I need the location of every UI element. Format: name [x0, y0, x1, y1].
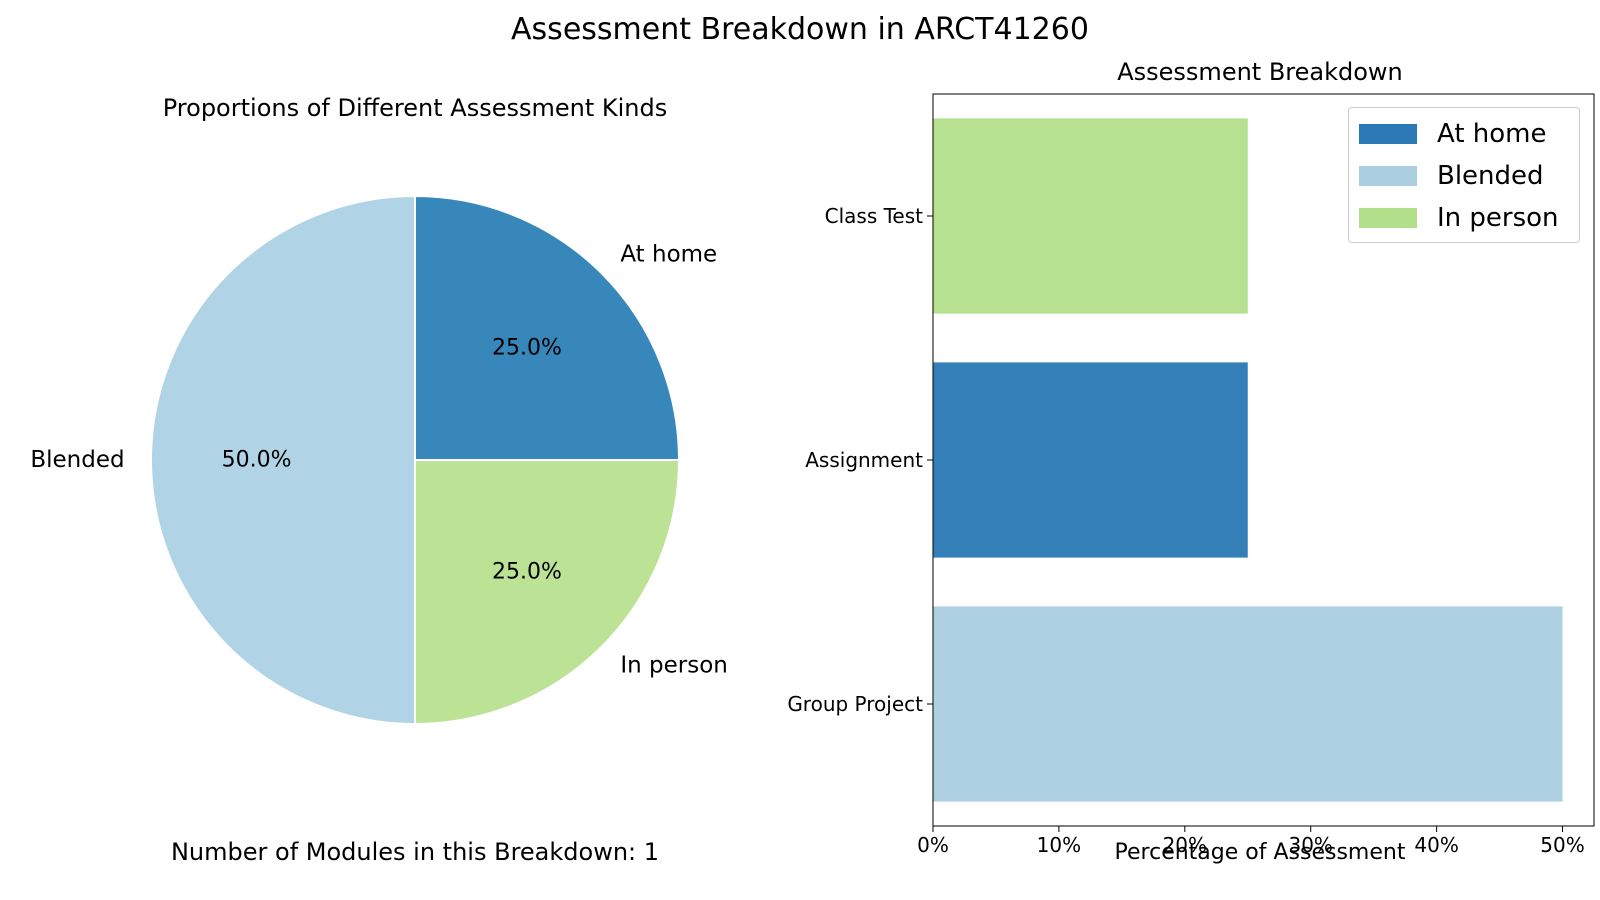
- pie-slice-in-person: [414, 459, 680, 725]
- x-tick-label: 20%: [1163, 833, 1207, 857]
- legend-label: In person: [1437, 203, 1559, 233]
- pie-percent-label: 25.0%: [492, 560, 562, 585]
- x-tick-label: 10%: [1037, 833, 1081, 857]
- pie-slice-label: Blended: [30, 447, 124, 473]
- module-count-note: Number of Modules in this Breakdown: 1: [170, 838, 660, 866]
- legend-swatch: [1359, 166, 1417, 186]
- pie-chart-title: Proportions of Different Assessment Kind…: [162, 94, 668, 122]
- bar-plot-frame: [932, 93, 1595, 827]
- bar-assignment: [933, 362, 1248, 558]
- legend-entry-blended: Blended: [1359, 156, 1544, 196]
- pie-slice-at-home: [414, 195, 680, 461]
- y-tick-label: Assignment: [805, 448, 923, 472]
- y-tick-label: Class Test: [825, 204, 924, 228]
- bar-chart-legend: At home Blended In person: [1348, 107, 1580, 243]
- legend-label: Blended: [1437, 161, 1544, 191]
- pie-slice-blended: [150, 195, 416, 725]
- legend-swatch: [1359, 124, 1417, 144]
- legend-entry-at-home: At home: [1359, 114, 1547, 154]
- x-tick-label: 30%: [1288, 833, 1332, 857]
- x-tick-label: 0%: [917, 833, 949, 857]
- bar-class-test: [933, 118, 1248, 314]
- figure-title: Assessment Breakdown in ARCT41260: [511, 12, 1089, 47]
- pie-slice-label: In person: [620, 652, 728, 678]
- pie-percent-label: 25.0%: [492, 335, 562, 360]
- y-tick-label: Group Project: [787, 692, 923, 716]
- legend-swatch: [1359, 208, 1417, 228]
- bar-chart-xlabel: Percentage of Assessment: [1114, 840, 1406, 865]
- bar-chart-title: Assessment Breakdown: [1117, 58, 1403, 86]
- x-tick-label: 50%: [1540, 833, 1584, 857]
- legend-label: At home: [1437, 119, 1547, 149]
- legend-entry-in-person: In person: [1359, 198, 1559, 238]
- bar-group-project: [933, 606, 1563, 802]
- x-tick-label: 40%: [1414, 833, 1458, 857]
- pie-slice-label: At home: [620, 242, 717, 268]
- pie-percent-label: 50.0%: [222, 448, 292, 473]
